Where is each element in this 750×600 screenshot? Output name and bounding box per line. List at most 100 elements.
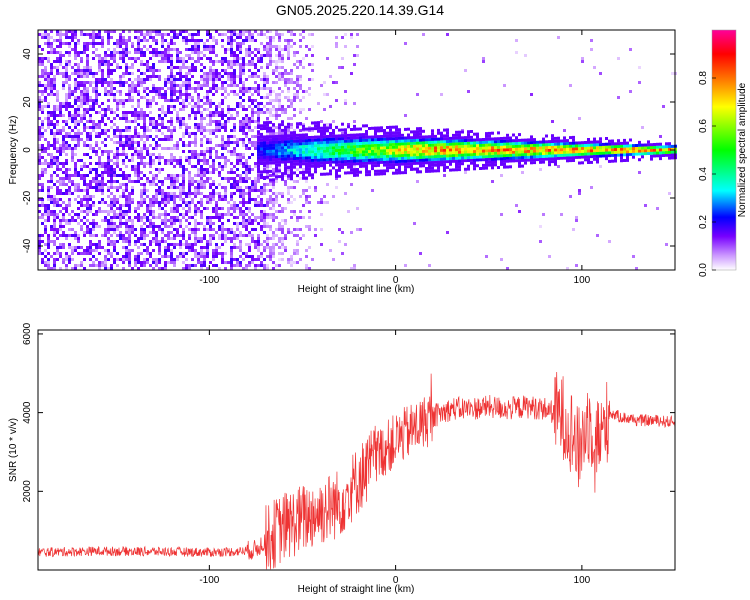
heatmap-cell: [311, 161, 314, 165]
heatmap-cell: [389, 166, 392, 170]
heatmap-cell: [359, 147, 362, 151]
heatmap-cell: [224, 129, 227, 132]
heatmap-cell: [257, 237, 260, 240]
heatmap-cell: [65, 60, 68, 63]
heatmap-cell: [92, 105, 95, 108]
heatmap-cell: [158, 153, 161, 156]
heatmap-cell: [272, 252, 275, 255]
heatmap-cell: [443, 163, 446, 167]
heatmap-cell: [185, 123, 188, 126]
heatmap-cell: [305, 165, 308, 168]
heatmap-cell: [74, 174, 77, 177]
heatmap-cell: [119, 144, 122, 147]
heatmap-cell: [119, 84, 122, 87]
heatmap-cell: [278, 48, 281, 51]
heatmap-cell: [116, 90, 119, 93]
heatmap-cell: [380, 158, 383, 161]
heatmap-cell: [104, 51, 107, 54]
heatmap-cell: [227, 84, 230, 87]
heatmap-cell: [143, 243, 146, 246]
heatmap-cell: [149, 33, 152, 36]
heatmap-cell: [95, 183, 98, 186]
heatmap-cell: [446, 128, 449, 132]
heatmap-cell: [185, 132, 188, 135]
heatmap-cell: [404, 139, 407, 143]
heatmap-cell: [170, 258, 173, 261]
heatmap-cell: [266, 234, 269, 237]
heatmap-cell: [383, 137, 386, 141]
heatmap-cell: [152, 261, 155, 264]
heatmap-cell: [359, 156, 362, 160]
heatmap-cell: [260, 198, 263, 201]
heatmap-cell: [44, 150, 47, 153]
heatmap-cell: [263, 48, 266, 51]
heatmap-cell: [116, 159, 119, 162]
heatmap-cell: [164, 111, 167, 114]
heatmap-cell: [308, 48, 311, 51]
heatmap-cell: [257, 60, 260, 63]
heatmap-cell: [209, 141, 212, 144]
heatmap-cell: [290, 30, 293, 33]
heatmap-cell: [266, 225, 269, 228]
heatmap-cell: [53, 198, 56, 201]
heatmap-cell: [266, 237, 269, 240]
heatmap-cell: [275, 114, 278, 117]
heatmap-cell: [293, 148, 296, 152]
heatmap-cell: [83, 204, 86, 207]
heatmap-cell: [137, 246, 140, 249]
heatmap-cell: [374, 143, 377, 147]
heatmap-cell: [47, 93, 50, 96]
heatmap-cell: [428, 143, 431, 147]
heatmap-cell: [86, 99, 89, 102]
heatmap-cell: [290, 165, 293, 169]
heatmap-cell: [356, 147, 359, 151]
heatmap-cell: [128, 99, 131, 102]
heatmap-cell: [56, 216, 59, 219]
heatmap-cell: [308, 141, 311, 145]
heatmap-cell: [182, 123, 185, 126]
heatmap-cell: [140, 201, 143, 204]
heatmap-cell: [53, 51, 56, 54]
heatmap-cell: [62, 138, 65, 141]
heatmap-cell: [362, 144, 365, 148]
heatmap-cell: [218, 228, 221, 231]
heatmap-cell: [191, 249, 194, 252]
heatmap-cell: [437, 131, 440, 135]
heatmap-cell: [140, 114, 143, 117]
heatmap-cell: [383, 152, 386, 156]
heatmap-cell: [242, 117, 245, 120]
heatmap-cell: [290, 81, 293, 84]
heatmap-cell: [38, 210, 41, 213]
heatmap-cell: [176, 231, 179, 234]
heatmap-cell: [326, 126, 329, 130]
heatmap-cell: [275, 54, 278, 57]
heatmap-cell: [389, 146, 392, 149]
heatmap-cell: [230, 207, 233, 210]
heatmap-cell: [281, 252, 284, 255]
heatmap-cell: [224, 96, 227, 99]
heatmap-cell: [200, 240, 203, 243]
heatmap-cell: [185, 129, 188, 132]
heatmap-cell: [170, 210, 173, 213]
heatmap-cell: [248, 30, 251, 33]
heatmap-cell: [101, 261, 104, 264]
heatmap-cell: [416, 141, 419, 145]
heatmap-cell: [191, 228, 194, 231]
heatmap-cell: [200, 39, 203, 42]
heatmap-cell: [209, 69, 212, 72]
heatmap-cell: [383, 163, 386, 167]
heatmap-cell: [362, 153, 365, 157]
heatmap-cell: [269, 57, 272, 60]
heatmap-cell: [80, 252, 83, 255]
heatmap-cell: [56, 213, 59, 216]
heatmap-cell: [398, 128, 401, 132]
heatmap-cell: [437, 140, 440, 144]
heatmap-cell: [245, 159, 248, 162]
heatmap-cell: [434, 140, 437, 144]
heatmap-cell: [344, 151, 347, 155]
heatmap-cell: [44, 219, 47, 222]
heatmap-cell: [134, 258, 137, 261]
heatmap-cell: [230, 129, 233, 132]
heatmap-cell: [281, 243, 284, 246]
heatmap-cell: [122, 30, 125, 33]
